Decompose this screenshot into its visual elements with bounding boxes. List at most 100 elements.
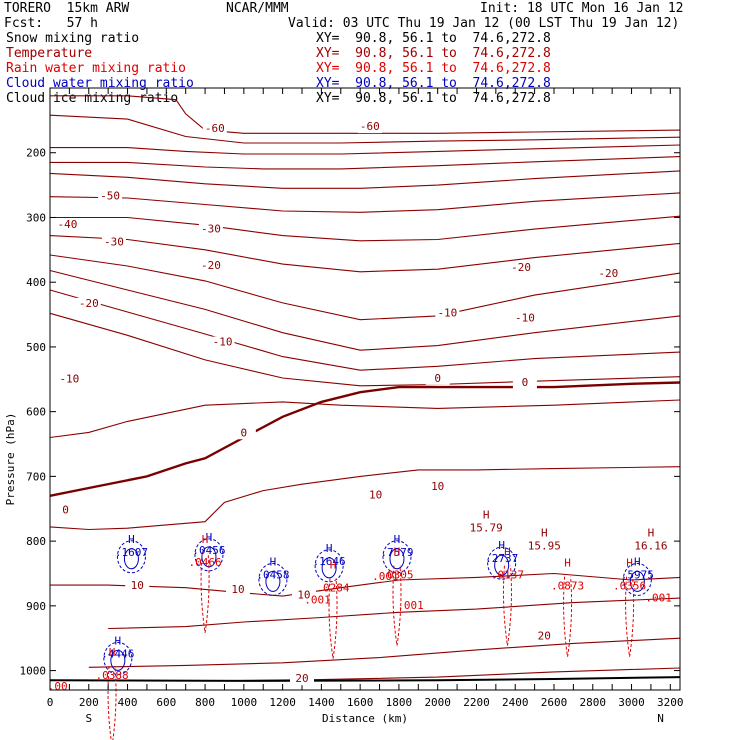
rain-h-1: H: [330, 559, 337, 572]
contour-label-bg-24: [290, 673, 314, 686]
contour-label-bg-16: [231, 427, 256, 440]
rain-label-5: .001: [397, 599, 424, 612]
endpoint-left-label: S: [85, 712, 92, 725]
x-tick-label: 2800: [580, 696, 607, 709]
contour-label-18: 10: [431, 480, 444, 493]
contour-label-bg-1: [357, 121, 382, 134]
contour-label-12: -10: [213, 336, 233, 349]
temp-high-value-2: 16.16: [634, 540, 667, 553]
x-tick-label: 1400: [308, 696, 335, 709]
y-axis-label: Pressure (hPa): [4, 413, 17, 506]
x-axis-label: Distance (km): [322, 712, 408, 725]
contour-label-19: 10: [369, 488, 382, 501]
cloud-water-contour-3: [314, 549, 344, 583]
isotherm-13: [49, 399, 681, 439]
contour-label-bg-19: [363, 489, 388, 502]
rain-h-10: H: [109, 646, 116, 659]
cloud-water-contour-2: [258, 562, 288, 596]
contour-label-9: -20: [79, 297, 99, 310]
y-tick-label: 700: [26, 470, 46, 483]
rain-label-9: .001: [645, 591, 672, 604]
model-title: TORERO 15km ARW: [4, 1, 130, 16]
contour-label-bg-17: [53, 504, 78, 517]
legend-coords-4: XY= 90.8, 56.1 to 74.6,272.8: [316, 91, 551, 106]
x-tick-label: 1200: [269, 696, 296, 709]
y-tick-label: 1000: [20, 665, 47, 678]
x-tick-label: 2000: [424, 696, 451, 709]
contour-label-3: -40: [58, 218, 78, 231]
x-tick-label: 1800: [386, 696, 413, 709]
contour-label-bg-3: [55, 218, 80, 231]
cloud-water-contour-inner-5: [494, 554, 510, 576]
contour-label-bg-7: [509, 262, 534, 275]
contour-label-bg-6: [198, 260, 223, 273]
contour-label-bg-12: [210, 336, 235, 349]
cloud-water-h-6: H: [634, 555, 641, 568]
contour-label-bg-18: [425, 480, 450, 493]
isotherm-7: [49, 235, 681, 273]
cloud-water-contour-5: [487, 546, 517, 580]
contour-label-0: -60: [205, 122, 225, 135]
temp-high-h-1: H: [541, 527, 548, 540]
isotherm-10: [49, 289, 681, 371]
y-tick-label: 900: [26, 600, 46, 613]
cloud-water-contour-inner-6: [629, 570, 645, 592]
cloud-water-value-7: .4446: [101, 647, 134, 660]
contour-label-8: -20: [598, 267, 618, 280]
cloud-water-contour-0: [116, 540, 146, 574]
contour-label-bg-14: [425, 372, 450, 385]
x-tick-label: 200: [79, 696, 99, 709]
cloud-water-h-0: H: [128, 533, 135, 546]
rain-label-4: .001: [372, 570, 399, 583]
endpoint-right-label: N: [657, 712, 664, 725]
isotherm-4: [49, 170, 681, 189]
legend-coords-1: XY= 90.8, 56.1 to 74.6,272.8: [316, 46, 551, 61]
contour-label-6: -20: [201, 259, 221, 272]
legend-coords-0: XY= 90.8, 56.1 to 74.6,272.8: [316, 31, 551, 46]
y-tick-label: 400: [26, 276, 46, 289]
legend-item-2: Rain water mixing ratio: [6, 61, 187, 76]
rain-shaft-8: [625, 576, 635, 657]
contour-label-bg-0: [202, 123, 227, 136]
cloud-water-contour-6: [622, 562, 652, 596]
cloud-water-h-2: H: [270, 555, 277, 568]
contour-label-bg-11: [512, 312, 537, 325]
contour-label-7: -20: [511, 261, 531, 274]
isotherm-1: [49, 114, 681, 144]
forecast-hour: Fcst: 57 h: [4, 16, 98, 31]
contour-label-bg-4: [198, 223, 223, 236]
x-tick-label: 3000: [618, 696, 645, 709]
x-tick-label: 2600: [541, 696, 568, 709]
init-time: Init: 18 UTC Mon 16 Jan 12: [480, 1, 684, 16]
contour-label-24: 20: [295, 672, 308, 685]
x-tick-label: 2200: [463, 696, 490, 709]
isotherm-2: [50, 144, 681, 155]
contour-label-bg-8: [596, 268, 621, 281]
cloud-water-value-2: .0458: [256, 568, 289, 581]
legend-item-0: Snow mixing ratio: [6, 31, 140, 46]
rain-value-8: .0356: [613, 580, 646, 593]
cloud-water-contour-7: [103, 641, 133, 675]
y-tick-label: 500: [26, 341, 46, 354]
x-tick-label: 800: [195, 696, 215, 709]
cloud-water-value-6: .5975: [621, 568, 654, 581]
contour-label-20: 10: [131, 579, 144, 592]
legend-item-3: Cloud water mixing ratio: [6, 76, 194, 91]
rain-label-2: .001: [304, 593, 331, 606]
x-tick-label: 1000: [231, 696, 258, 709]
isotherm-14: [49, 466, 681, 531]
cloud-water-contour-inner-0: [123, 548, 139, 570]
contour-label-bg-2: [98, 190, 123, 203]
contour-label-1: -60: [360, 120, 380, 133]
y-tick-label: 200: [26, 147, 46, 160]
contour-label-bg-20: [125, 580, 150, 593]
contour-label-bg-9: [76, 297, 101, 310]
isotherm-15: [50, 572, 681, 597]
isotherm-17: [88, 637, 681, 668]
y-tick-label: 600: [26, 406, 46, 419]
x-tick-label: 400: [118, 696, 138, 709]
contour-label-4: -30: [201, 222, 221, 235]
isotherm-5: [49, 192, 681, 213]
rain-shaft-1: [328, 578, 338, 659]
rain-value-7: .0873: [551, 580, 584, 593]
